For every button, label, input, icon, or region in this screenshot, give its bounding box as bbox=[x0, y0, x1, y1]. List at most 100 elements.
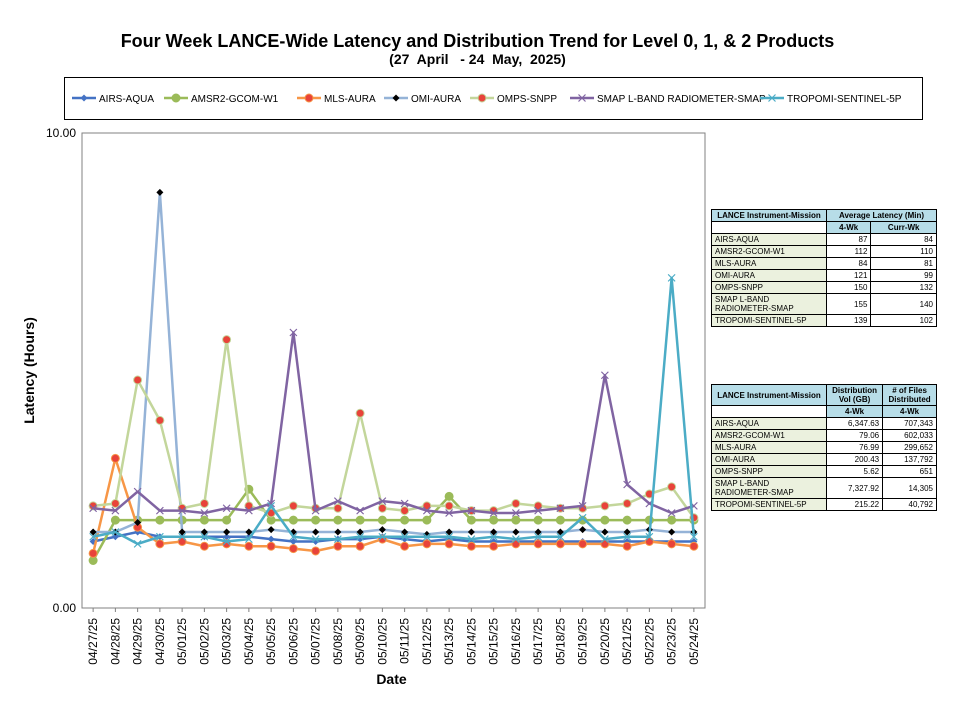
table1-cell-name: OMI-AURA bbox=[711, 269, 827, 282]
data-point bbox=[88, 548, 98, 558]
data-point bbox=[267, 535, 275, 543]
data-point bbox=[490, 528, 498, 536]
series-line bbox=[92, 488, 694, 562]
x-tick-label: 05/13/25 bbox=[442, 618, 456, 665]
data-point bbox=[155, 506, 164, 515]
data-point bbox=[155, 415, 165, 425]
table2-cell-b: 651 bbox=[882, 465, 937, 478]
table1-cell-b: 84 bbox=[870, 233, 937, 246]
x-tick-label: 05/11/25 bbox=[398, 618, 412, 664]
table-row: AIRS-AQUA 87 84 bbox=[711, 233, 937, 246]
data-point bbox=[334, 528, 342, 536]
legend-item: OMPS-SNPP bbox=[470, 93, 557, 105]
table2-cell-name: OMI-AURA bbox=[711, 453, 827, 466]
table2-cell-b: 707,343 bbox=[882, 417, 937, 430]
t2-sub-vol-4wk: 4-Wk bbox=[825, 405, 884, 418]
x-tick-label: 05/10/25 bbox=[375, 618, 389, 665]
data-point bbox=[245, 528, 253, 536]
data-point bbox=[244, 541, 254, 551]
data-point bbox=[222, 504, 231, 513]
x-tick-label: 05/01/25 bbox=[175, 618, 189, 665]
data-point bbox=[444, 501, 454, 511]
data-point bbox=[555, 539, 565, 549]
data-point bbox=[600, 515, 610, 525]
data-point bbox=[177, 537, 187, 546]
table1-cell-b: 81 bbox=[870, 257, 937, 270]
chart-title: Four Week LANCE-Wide Latency and Distrib… bbox=[120, 31, 835, 51]
data-point bbox=[311, 506, 320, 515]
series-line bbox=[91, 457, 695, 554]
x-tick-label: 04/29/25 bbox=[131, 618, 145, 665]
data-point bbox=[199, 541, 209, 551]
data-point bbox=[623, 532, 632, 541]
table1-cell-name: TROPOMI-SENTINEL-5P bbox=[711, 314, 827, 327]
data-point bbox=[445, 509, 454, 517]
data-point bbox=[600, 371, 609, 380]
data-point bbox=[267, 499, 276, 508]
table-row: AMSR2-GCOM-W1 79.06 602,033 bbox=[711, 429, 937, 442]
table1-cell-name: SMAP L-BAND RADIOMETER-SMAP bbox=[711, 293, 827, 315]
legend-label: AIRS-AQUA bbox=[99, 94, 154, 105]
data-point bbox=[533, 539, 543, 549]
data-point bbox=[110, 453, 120, 463]
t2-header-blank bbox=[711, 405, 827, 418]
t1-header-instrument: LANCE Instrument-Mission bbox=[711, 209, 827, 222]
table-row: OMPS-SNPP 5.62 651 bbox=[711, 465, 937, 478]
series-tropomi-sentinel-5p bbox=[89, 273, 698, 548]
data-point bbox=[667, 515, 677, 525]
data-point bbox=[289, 538, 297, 545]
t1-sub-currwk: Curr-Wk bbox=[870, 221, 937, 234]
table2-cell-name: OMPS-SNPP bbox=[711, 465, 827, 478]
table-row: MLS-AURA 76.99 299,652 bbox=[711, 441, 937, 454]
data-point bbox=[511, 515, 521, 525]
series-line bbox=[92, 338, 695, 519]
series-line bbox=[93, 191, 694, 536]
t1-sub-4wk: 4-Wk bbox=[825, 221, 872, 234]
table-row: OMI-AURA 200.43 137,792 bbox=[711, 453, 937, 466]
x-axis-label: Date bbox=[376, 671, 407, 687]
x-tick-label: 05/22/25 bbox=[642, 618, 656, 665]
table2-cell-b: 602,033 bbox=[882, 429, 937, 442]
table1-cell-a: 87 bbox=[825, 233, 872, 246]
data-point bbox=[333, 515, 343, 525]
data-point bbox=[623, 528, 631, 536]
table1-cell-b: 102 bbox=[870, 314, 937, 327]
data-point bbox=[400, 515, 410, 525]
data-point bbox=[178, 528, 186, 536]
legend-item: OMI-AURA bbox=[384, 94, 461, 105]
series-amsr2-gcom-w1 bbox=[88, 484, 699, 565]
x-tick-label: 04/27/25 bbox=[86, 618, 100, 665]
data-point bbox=[288, 501, 298, 511]
data-point bbox=[312, 528, 320, 536]
x-tick-label: 05/16/25 bbox=[509, 618, 523, 665]
data-point bbox=[578, 501, 587, 510]
t2-sub-files-4wk: 4-Wk bbox=[882, 405, 937, 418]
legend-marker bbox=[477, 93, 487, 103]
x-tick-label: 05/09/25 bbox=[353, 618, 367, 665]
data-point bbox=[288, 515, 298, 525]
data-point bbox=[444, 539, 454, 549]
legend-label: SMAP L-BAND RADIOMETER-SMAP bbox=[597, 94, 766, 105]
x-tick-label: 05/04/25 bbox=[242, 618, 256, 665]
series-omi-aura bbox=[89, 188, 698, 538]
legend-marker bbox=[392, 94, 400, 102]
data-point bbox=[355, 541, 365, 551]
data-point bbox=[355, 515, 365, 525]
data-point bbox=[200, 528, 208, 536]
data-point bbox=[111, 533, 119, 541]
data-point bbox=[377, 515, 387, 525]
table1-cell-a: 112 bbox=[825, 245, 872, 258]
table-row: SMAP L-BAND RADIOMETER-SMAP 155 140 bbox=[711, 293, 937, 315]
data-point bbox=[467, 535, 476, 544]
x-tick-label: 05/23/25 bbox=[665, 618, 679, 665]
data-point bbox=[401, 528, 409, 536]
x-tick-label: 05/18/25 bbox=[553, 618, 567, 665]
data-point bbox=[579, 526, 587, 534]
legend-marker bbox=[578, 94, 586, 102]
data-point bbox=[244, 535, 253, 544]
data-point bbox=[578, 539, 588, 549]
data-point bbox=[400, 541, 410, 551]
data-point bbox=[667, 539, 677, 549]
data-point bbox=[489, 509, 498, 517]
